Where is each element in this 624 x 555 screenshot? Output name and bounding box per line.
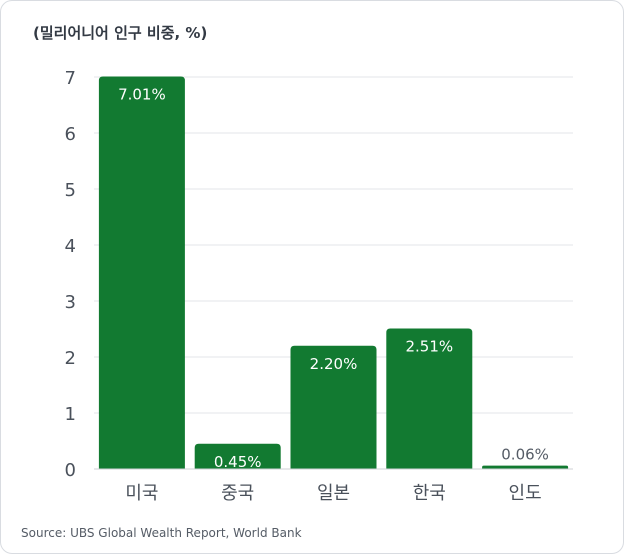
bar [194, 443, 281, 469]
y-tick-label: 4 [65, 236, 76, 257]
y-tick-label: 5 [65, 180, 76, 201]
bar [98, 76, 185, 469]
y-tick-label: 2 [65, 348, 76, 369]
x-tick-label: 인도 [509, 483, 542, 504]
x-tick-label: 미국 [125, 483, 158, 504]
bar [386, 328, 473, 469]
y-tick-label: 1 [65, 404, 76, 425]
data-label: 0.45% [214, 453, 262, 471]
y-axis-label: (밀리어니어 인구 비중, %) [33, 24, 208, 42]
x-tick-label: 중국 [221, 483, 254, 504]
y-tick-label: 7 [65, 68, 76, 89]
y-tick-label: 3 [65, 292, 76, 313]
source-note: Source: UBS Global Wealth Report, World … [21, 526, 302, 540]
x-tick-label: 한국 [413, 483, 446, 504]
y-tick-label: 0 [65, 460, 76, 481]
data-label: 2.20% [310, 355, 358, 373]
bar [290, 345, 377, 469]
x-tick-label: 일본 [317, 483, 350, 504]
data-label: 2.51% [405, 337, 453, 355]
bar [482, 465, 569, 469]
y-tick-label: 6 [65, 124, 76, 145]
data-label: 0.06% [501, 446, 549, 464]
data-label: 7.01% [118, 85, 166, 103]
